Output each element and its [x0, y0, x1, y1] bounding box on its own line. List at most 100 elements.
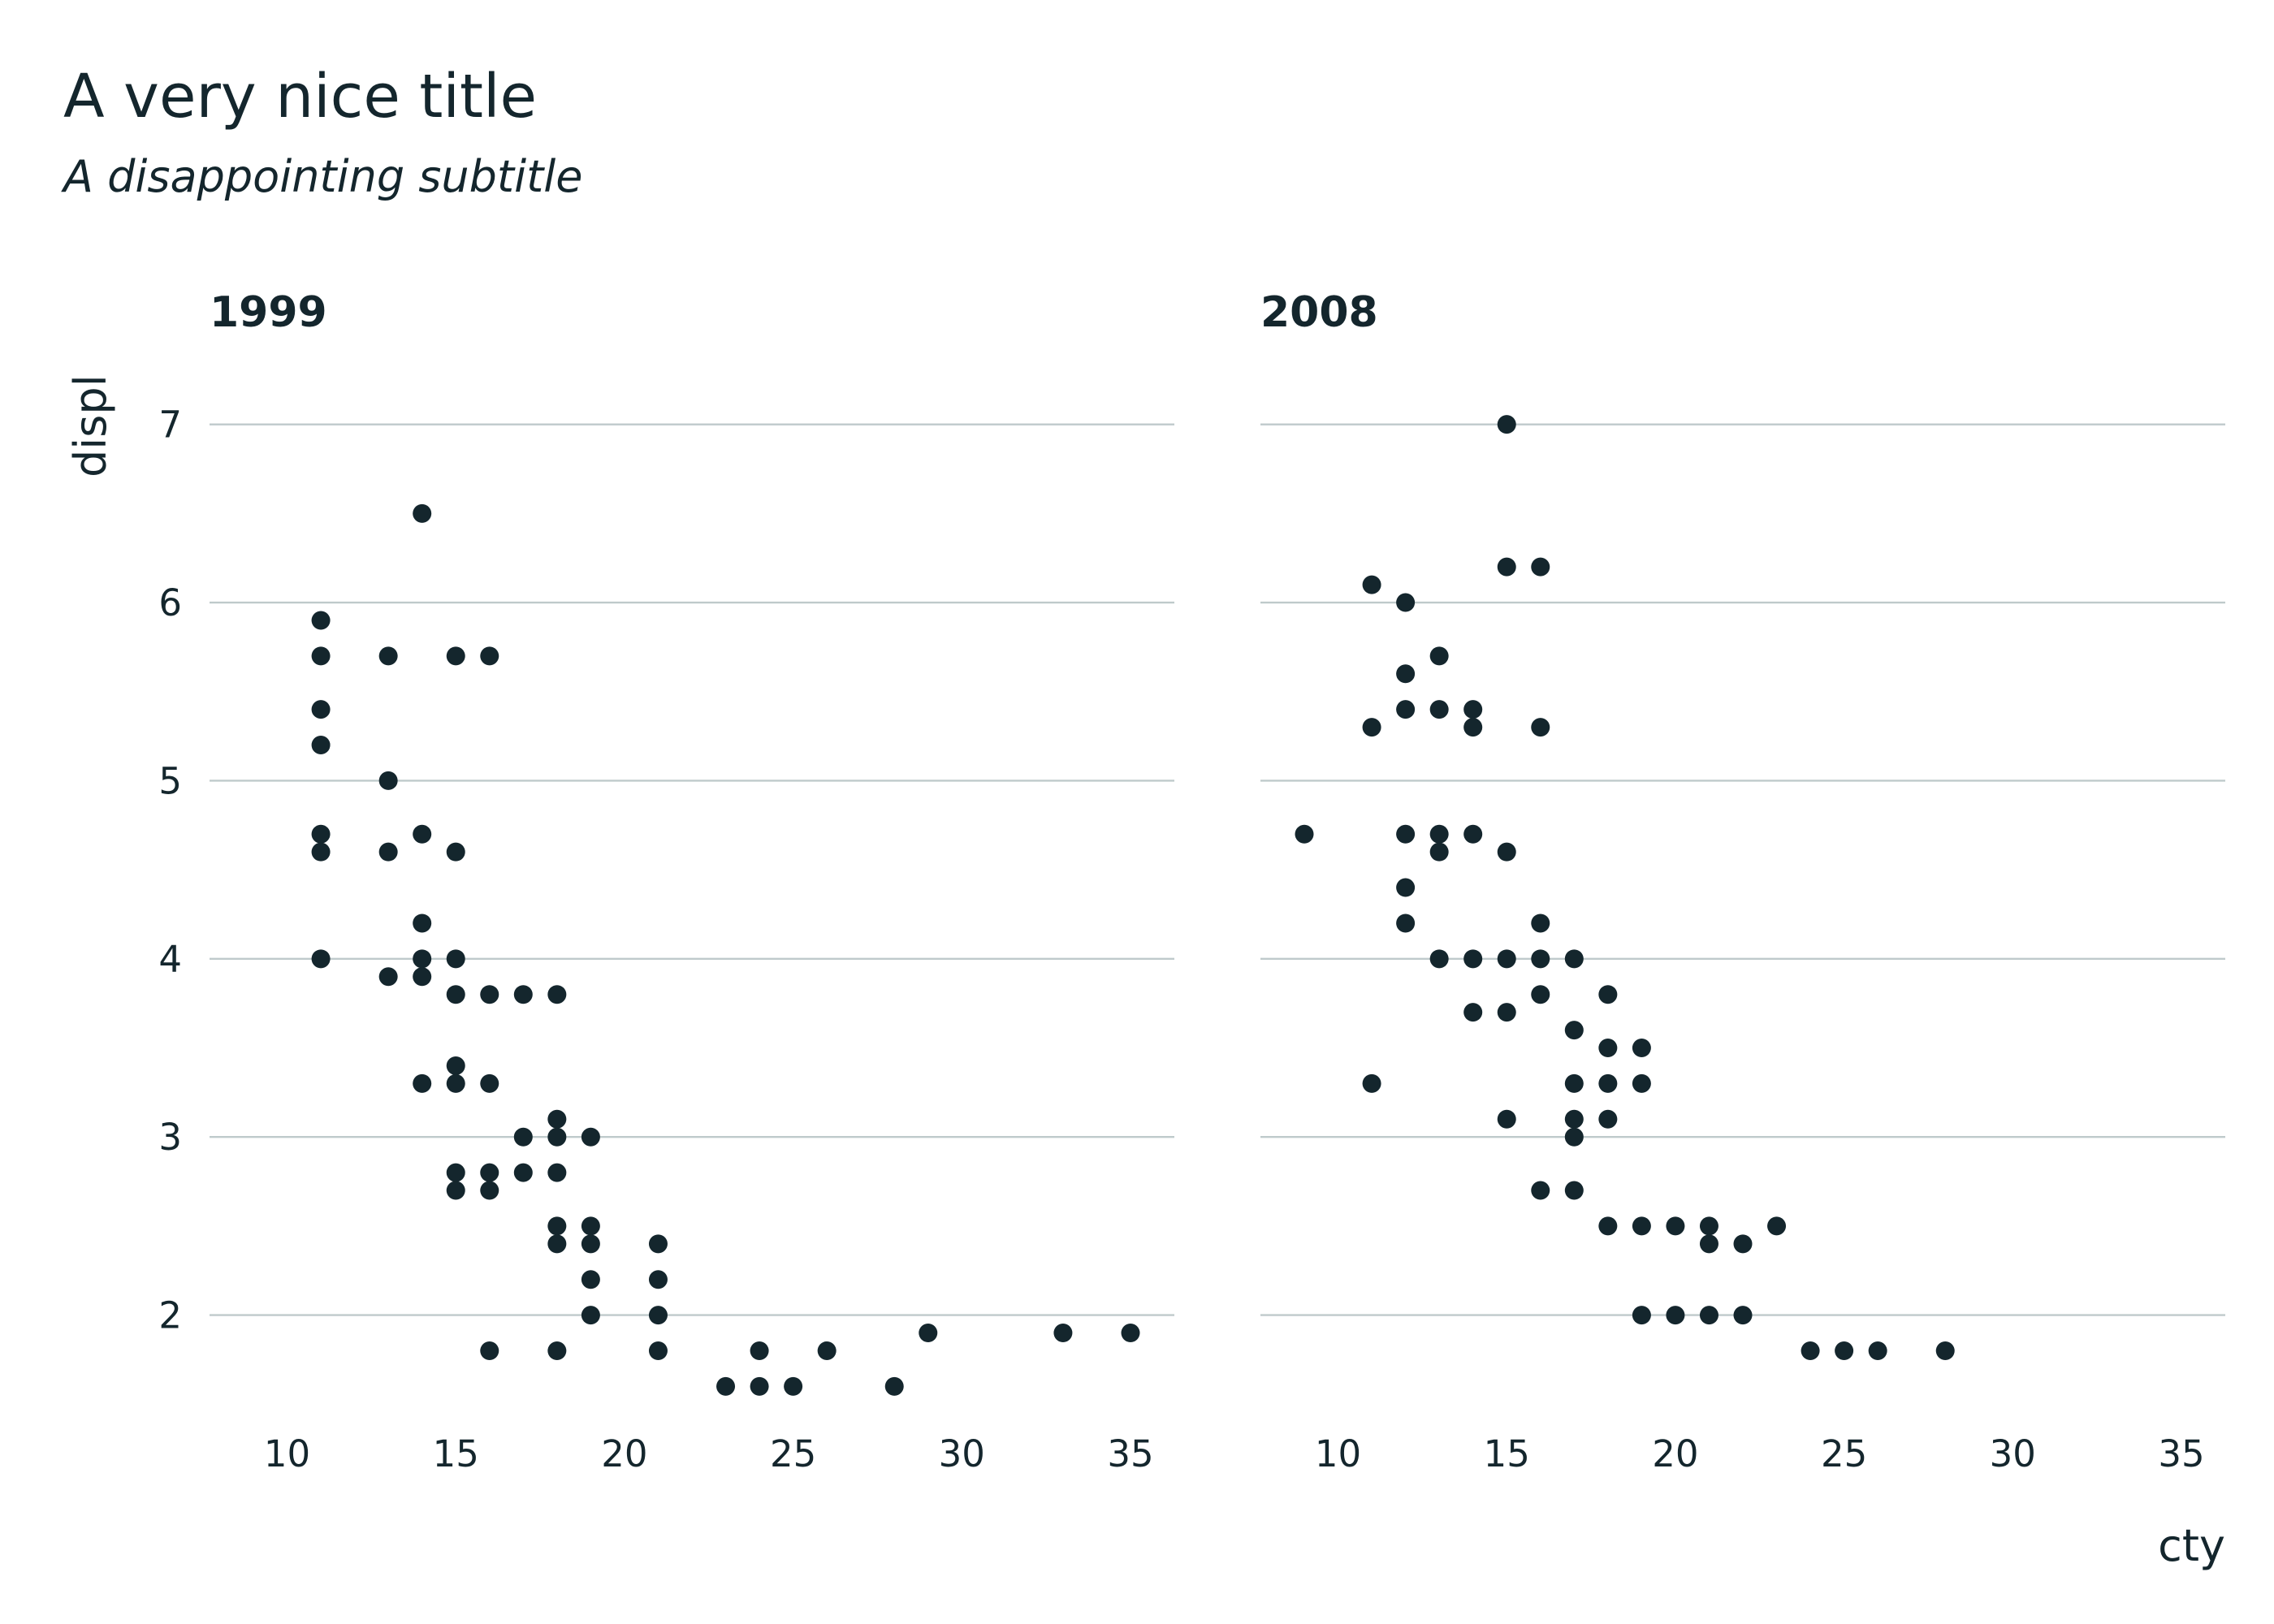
chart-title: A very nice title	[63, 62, 537, 132]
panel-label-2008: 2008	[1260, 288, 1378, 337]
data-point	[581, 1234, 600, 1254]
data-point	[1598, 1073, 1618, 1093]
y-tick-label: 2	[158, 1294, 182, 1337]
data-point	[413, 503, 432, 523]
data-point	[1733, 1306, 1753, 1325]
data-point	[547, 1163, 567, 1182]
data-point	[1463, 824, 1483, 844]
data-point	[1564, 1127, 1584, 1147]
data-point	[1396, 878, 1416, 897]
data-point	[311, 646, 331, 666]
data-point	[1429, 646, 1449, 666]
x-tick-label: 20	[601, 1432, 647, 1475]
data-point	[1666, 1216, 1685, 1236]
panel-1999: 1999 10 15 20 25 30 35	[210, 288, 1174, 1475]
data-point	[311, 700, 331, 719]
data-point	[1666, 1306, 1685, 1325]
data-point	[1767, 1216, 1787, 1236]
data-point	[648, 1270, 668, 1289]
data-point	[446, 985, 465, 1004]
data-point	[1531, 718, 1550, 737]
data-point	[1564, 1109, 1584, 1129]
data-point	[446, 1163, 465, 1182]
data-point	[1121, 1324, 1140, 1343]
x-tick-label: 10	[1315, 1432, 1361, 1475]
data-point	[547, 1216, 567, 1236]
data-point	[1531, 1181, 1550, 1200]
data-point	[1699, 1306, 1718, 1325]
data-point	[480, 1073, 499, 1093]
x-tick-label: 35	[2158, 1432, 2204, 1475]
data-point	[1396, 914, 1416, 933]
y-tick-label: 6	[158, 581, 182, 624]
data-point	[1598, 1109, 1618, 1129]
x-tick-label: 25	[770, 1432, 816, 1475]
data-point	[1463, 949, 1483, 969]
x-tick-label: 20	[1652, 1432, 1698, 1475]
data-point	[1053, 1324, 1073, 1343]
data-point	[446, 1181, 465, 1200]
y-axis-label: displ	[65, 374, 116, 477]
data-point	[1531, 949, 1550, 969]
data-point	[1733, 1234, 1753, 1254]
data-point	[1632, 1073, 1651, 1093]
data-point	[480, 1341, 499, 1360]
data-point	[446, 842, 465, 862]
data-point	[1497, 1109, 1516, 1129]
x-tick-label: 30	[939, 1432, 985, 1475]
data-point	[1463, 700, 1483, 719]
data-point	[311, 949, 331, 969]
x-tick-label: 35	[1107, 1432, 1153, 1475]
data-point	[311, 736, 331, 755]
data-point	[1632, 1216, 1651, 1236]
data-point	[1429, 700, 1449, 719]
data-point	[1497, 949, 1516, 969]
data-point	[648, 1234, 668, 1254]
data-point	[1935, 1341, 1955, 1360]
data-point	[1497, 415, 1516, 434]
data-point	[413, 1073, 432, 1093]
data-point	[648, 1341, 668, 1360]
data-point	[1564, 1073, 1584, 1093]
data-point	[446, 949, 465, 969]
data-point	[413, 914, 432, 933]
chart-subtitle: A disappointing subtitle	[61, 151, 582, 202]
data-point	[1362, 575, 1381, 594]
data-point	[1564, 1021, 1584, 1040]
panel-2008: 2008 10 15 20 25 30 35	[1260, 288, 2225, 1475]
data-point	[716, 1376, 736, 1396]
data-point	[648, 1306, 668, 1325]
y-tick-label: 3	[158, 1116, 182, 1159]
data-point	[1497, 842, 1516, 862]
data-point	[378, 842, 398, 862]
x-tick-label: 15	[433, 1432, 479, 1475]
data-point	[750, 1341, 769, 1360]
data-point	[1429, 949, 1449, 969]
data-point	[1632, 1306, 1651, 1325]
data-point	[547, 1341, 567, 1360]
data-point	[1396, 700, 1416, 719]
data-point	[446, 1073, 465, 1093]
data-point	[1564, 949, 1584, 969]
data-point	[1463, 1003, 1483, 1022]
data-point	[1295, 824, 1314, 844]
data-point	[1699, 1234, 1718, 1254]
x-tick-label: 25	[1821, 1432, 1867, 1475]
data-point	[1429, 824, 1449, 844]
y-tick-label: 5	[158, 759, 182, 802]
data-point	[480, 985, 499, 1004]
data-point	[1497, 557, 1516, 577]
data-point	[311, 842, 331, 862]
data-point	[1396, 664, 1416, 684]
data-point	[413, 824, 432, 844]
data-point	[884, 1376, 904, 1396]
data-point	[1632, 1039, 1651, 1058]
data-point	[446, 1056, 465, 1075]
data-point	[1463, 718, 1483, 737]
data-point	[513, 1127, 533, 1147]
data-point	[547, 1234, 567, 1254]
data-point	[1429, 842, 1449, 862]
panel-label-1999: 1999	[210, 288, 327, 337]
data-point	[446, 646, 465, 666]
